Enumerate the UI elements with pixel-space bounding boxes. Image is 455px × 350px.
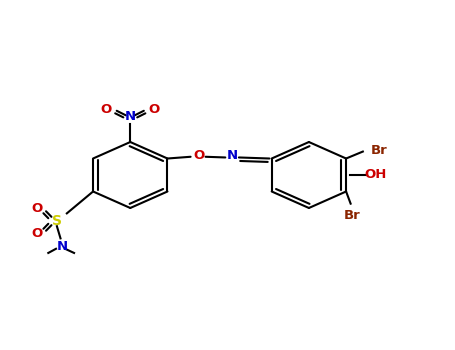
Text: Br: Br: [344, 209, 360, 222]
Text: O: O: [101, 103, 112, 116]
Text: O: O: [31, 202, 42, 215]
Text: N: N: [125, 110, 136, 123]
Text: O: O: [149, 103, 160, 116]
Text: S: S: [52, 214, 62, 228]
Text: O: O: [193, 148, 204, 162]
Text: O: O: [31, 227, 42, 240]
Text: N: N: [56, 240, 67, 253]
Text: N: N: [227, 149, 238, 162]
Text: OH: OH: [364, 168, 387, 181]
Text: Br: Br: [371, 144, 388, 157]
